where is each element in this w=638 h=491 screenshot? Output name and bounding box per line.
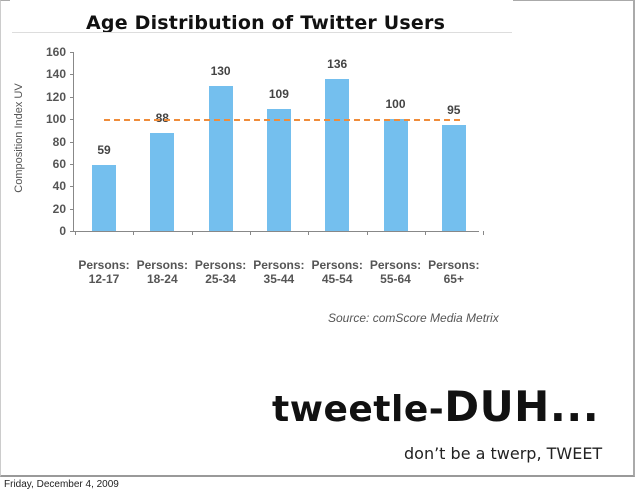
- y-tick: [70, 52, 74, 53]
- x-tick: [191, 231, 193, 235]
- bar-value-label: 59: [97, 142, 111, 157]
- x-category-label: Persons: 45-54: [306, 258, 368, 286]
- x-category-label: Persons: 35-44: [248, 258, 310, 286]
- bar-value-label: 100: [385, 97, 406, 112]
- category-line-1: Persons:: [253, 258, 305, 272]
- y-tick: [70, 208, 74, 210]
- y-tick-label: 20: [52, 201, 66, 216]
- x-tick: [75, 231, 76, 235]
- category-line-2: 25-34: [205, 272, 236, 286]
- category-line-1: Persons:: [136, 258, 188, 272]
- y-tick-label: 160: [45, 45, 66, 59]
- x-tick: [308, 231, 310, 235]
- brand-logo: tweetle-DUH...: [272, 382, 599, 431]
- x-category-label: Persons: 65+: [423, 258, 485, 286]
- category-line-2: 45-54: [321, 272, 353, 286]
- x-axis: [73, 231, 479, 232]
- y-tick-label: 40: [52, 179, 66, 194]
- category-line-1: Persons:: [78, 258, 130, 272]
- x-tick: [133, 231, 135, 235]
- bar-7: [441, 124, 466, 231]
- category-line-1: Persons:: [311, 258, 363, 272]
- bar-value-label: 109: [268, 87, 289, 102]
- x-category-label: Persons: 18-24: [131, 258, 193, 286]
- bar-value-label: 88: [155, 110, 169, 125]
- y-tick: [70, 141, 74, 143]
- y-tick-label: 80: [52, 134, 66, 149]
- category-line-1: Persons:: [369, 258, 422, 272]
- bar-3: [208, 85, 233, 231]
- bar-value-label: 136: [327, 56, 348, 71]
- category-line-1: Persons:: [428, 258, 480, 272]
- y-tick: [70, 163, 74, 165]
- y-tick: [70, 96, 74, 98]
- y-tick: [70, 186, 74, 188]
- x-tick: [249, 231, 251, 235]
- category-line-1: Persons:: [194, 258, 247, 272]
- category-line-2: 55-64: [380, 272, 411, 286]
- bar-value-label: 95: [447, 102, 461, 117]
- x-category-label: Persons: 12-17: [73, 258, 135, 286]
- y-tick: [70, 231, 74, 232]
- tagline: don’t be a twerp, TWEET: [404, 444, 603, 463]
- brand-emphasis: DUH...: [444, 382, 600, 431]
- x-category-label: Persons: 25-34: [190, 258, 252, 286]
- y-tick-label: 0: [59, 224, 66, 238]
- chart: Age Distribution of Twitter Users Compos…: [10, 0, 513, 332]
- bar-1: [92, 164, 116, 231]
- title-divider: [12, 32, 512, 33]
- category-line-2: 18-24: [146, 272, 178, 286]
- reference-line-100: [104, 119, 460, 121]
- y-tick-label: 100: [45, 112, 66, 127]
- y-tick-label: 120: [45, 89, 66, 104]
- bar-value-label: 130: [210, 63, 231, 78]
- bar-4: [266, 109, 291, 231]
- category-line-2: 35-44: [263, 272, 295, 286]
- y-axis-label: Composition Index UV: [13, 83, 25, 193]
- slide-date: Friday, December 4, 2009: [4, 479, 119, 490]
- y-tick-label: 140: [45, 67, 66, 82]
- category-line-2: 12-17: [88, 272, 120, 286]
- x-tick: [366, 231, 368, 235]
- x-tick: [424, 231, 426, 235]
- category-line-2: 65+: [443, 272, 464, 286]
- bar-5: [325, 78, 350, 231]
- y-tick: [70, 119, 74, 121]
- y-tick-label: 60: [52, 156, 66, 171]
- bar-2: [150, 132, 175, 231]
- chart-title: Age Distribution of Twitter Users: [86, 12, 446, 34]
- x-category-label: Persons: 55-64: [365, 258, 427, 286]
- x-tick: [483, 231, 485, 235]
- y-tick: [70, 74, 74, 76]
- bar-6: [383, 119, 408, 231]
- chart-source: Source: comScore Media Metrix: [328, 311, 499, 325]
- brand-prefix: tweetle-: [272, 389, 445, 430]
